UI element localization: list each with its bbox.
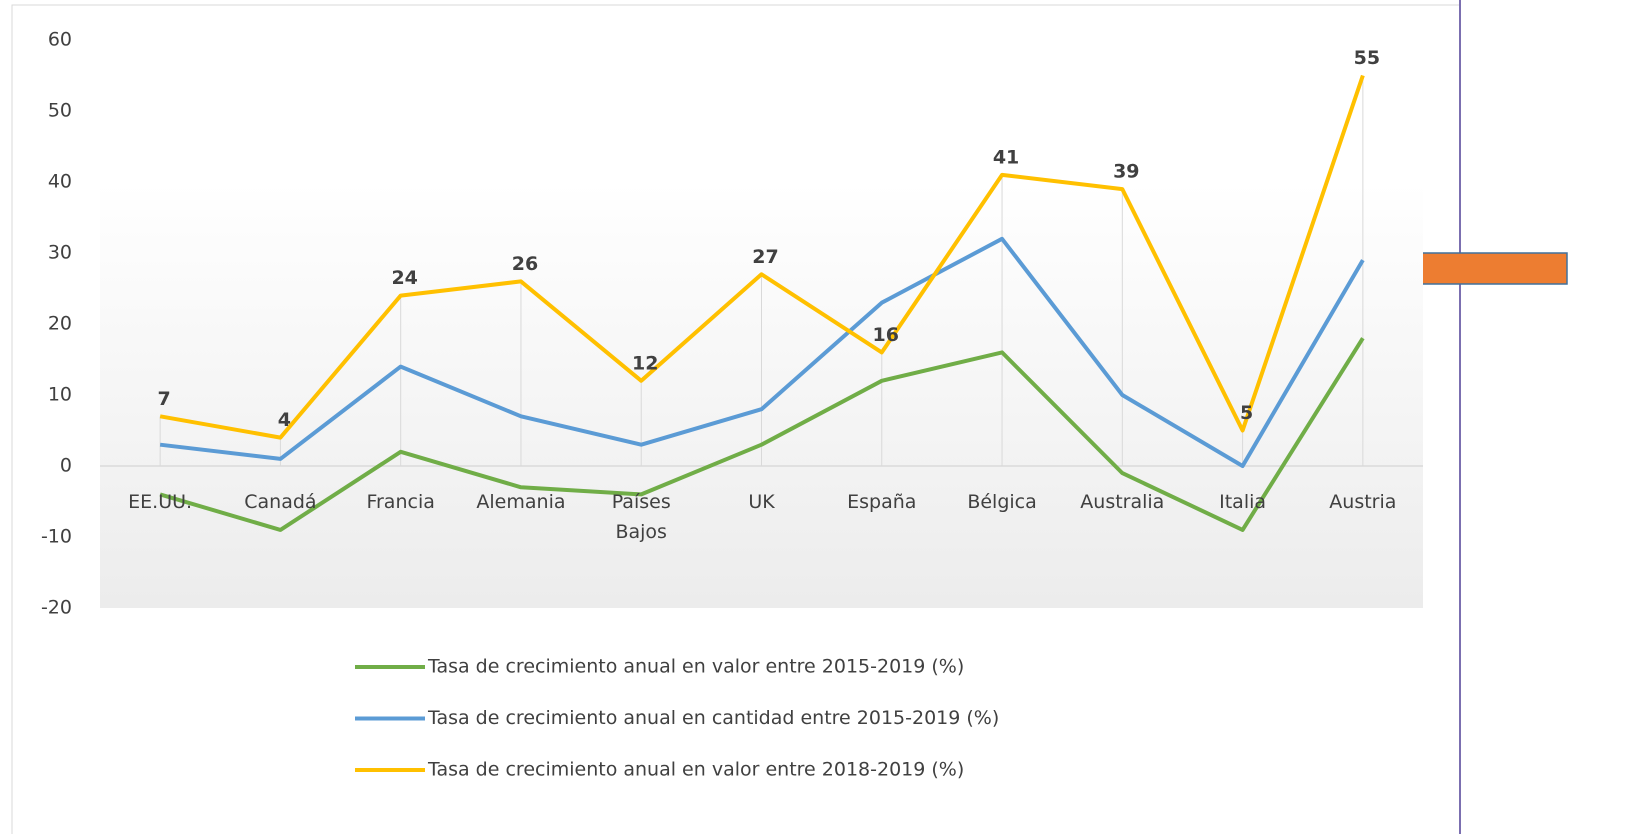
legend-label: Tasa de crecimiento anual en valor entre…	[427, 656, 964, 678]
data-label: 41	[993, 146, 1019, 168]
data-label: 26	[512, 253, 538, 275]
data-label: 39	[1113, 161, 1139, 183]
x-tick-label: Alemania	[476, 491, 566, 513]
legend-label: Tasa de crecimiento anual en cantidad en…	[427, 707, 999, 729]
series-line	[159, 337, 1365, 532]
x-tick-label: Italia	[1219, 491, 1267, 513]
data-label: 7	[158, 388, 171, 410]
y-tick-label: 10	[48, 384, 72, 406]
series-line	[159, 236, 1365, 468]
y-tick-label: 20	[48, 313, 72, 335]
data-label: 4	[278, 409, 291, 431]
x-tick-label: Bélgica	[967, 491, 1037, 513]
x-tick-label: Austria	[1329, 491, 1397, 513]
x-tick-label: Francia	[366, 491, 435, 513]
y-tick-label: 60	[48, 29, 72, 51]
y-tick-label: -20	[41, 597, 72, 619]
y-tick-label: 30	[48, 242, 72, 264]
data-label: 27	[752, 246, 778, 268]
series-line	[159, 74, 1365, 440]
data-label: 16	[873, 324, 899, 346]
data-label: 12	[632, 352, 658, 374]
data-label: 55	[1354, 47, 1380, 69]
x-tick-label: España	[847, 491, 917, 513]
data-label: 24	[391, 267, 417, 289]
legend-label: Tasa de crecimiento anual en valor entre…	[427, 759, 964, 781]
y-tick-label: 0	[60, 455, 72, 477]
y-tick-label: -10	[41, 526, 72, 548]
x-tick-label: UK	[748, 491, 775, 513]
y-tick-label: 40	[48, 171, 72, 193]
x-tick-label: Canadá	[244, 491, 317, 513]
x-tick-label: Países Bajos	[611, 491, 671, 543]
y-tick-label: 50	[48, 100, 72, 122]
x-tick-label: Australia	[1080, 491, 1165, 513]
x-tick-label: EE.UU.	[128, 491, 193, 513]
data-label: 5	[1240, 402, 1253, 424]
